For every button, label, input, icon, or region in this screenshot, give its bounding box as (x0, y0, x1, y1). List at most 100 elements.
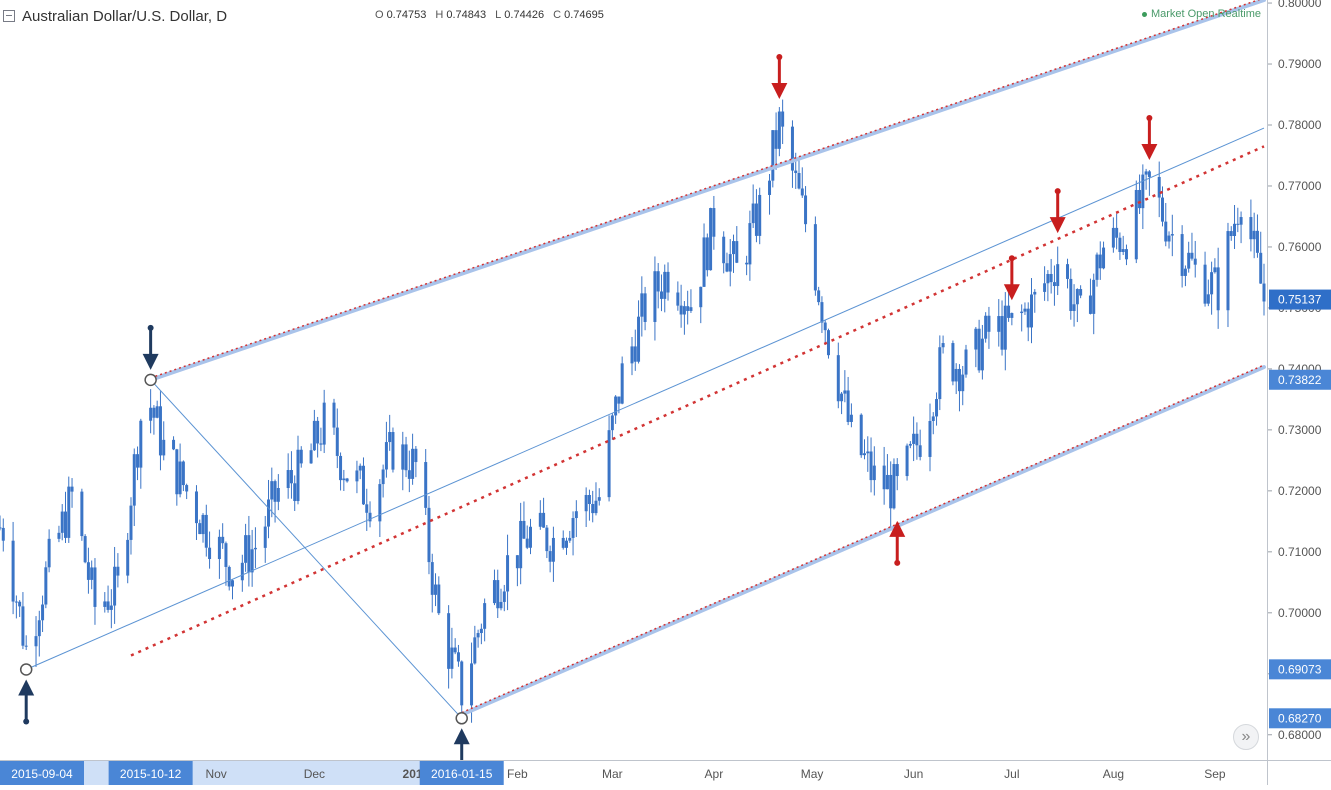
candle-body (1049, 273, 1053, 283)
candle-body (712, 208, 716, 237)
candle-body (1052, 282, 1056, 287)
price-tick-label: 0.70000 (1278, 606, 1322, 620)
candle-body (335, 427, 339, 456)
candle-body (594, 500, 598, 514)
candle-body (11, 540, 15, 602)
time-tick-label: May (801, 767, 824, 781)
candle-body (286, 470, 290, 489)
price-tick-label: 0.71000 (1278, 545, 1322, 559)
candle-body (1118, 237, 1122, 252)
candle-body (797, 173, 801, 189)
candle-body (794, 170, 798, 174)
candle-body (725, 263, 729, 272)
candle-body (319, 443, 323, 445)
candle-body (1190, 252, 1194, 259)
candle-body (551, 537, 555, 562)
candle-body (1111, 227, 1115, 248)
red-down-arrow-icon (1141, 114, 1158, 160)
candle-body (139, 420, 143, 468)
time-axis[interactable]: Nov Dec 2016 Feb Mar Apr May Jun Jul Aug Sep 2015-0… (0, 760, 1267, 785)
upper-channel (148, 0, 1266, 382)
candle-body (1092, 279, 1096, 314)
candle-body (1160, 197, 1164, 222)
candle-body (34, 636, 38, 647)
candle-body (882, 465, 886, 490)
candle-body (656, 271, 660, 292)
candle-body (289, 470, 293, 484)
last-price-badge (1269, 289, 1331, 310)
time-tick-label: Mar (602, 767, 623, 781)
candle-body (450, 647, 454, 669)
candle-body (751, 203, 755, 224)
market-status-text: Market Open Realtime (1150, 8, 1261, 20)
price-axis-labels: 0.800000.790000.780000.770000.760000.750… (1268, 0, 1331, 742)
candle-body (106, 601, 110, 610)
open-value: 0.74753 (386, 9, 427, 21)
candle-body (1229, 231, 1233, 237)
candle-body (519, 520, 523, 569)
candle-body (162, 439, 166, 456)
candle-body (224, 543, 228, 567)
candle-body (178, 461, 182, 495)
candle-body (267, 499, 271, 527)
candle-body (460, 661, 464, 706)
candle-body (735, 241, 739, 263)
candle-body (1069, 278, 1073, 311)
candle-body (1233, 223, 1237, 237)
candle-body (686, 306, 690, 311)
market-open-dot-icon (1141, 11, 1147, 17)
candle-body (823, 322, 827, 331)
open-label: O (375, 9, 384, 21)
candle-body (381, 469, 385, 485)
candle-body (492, 580, 496, 604)
price-badge (1269, 369, 1331, 390)
candle-body (813, 224, 817, 291)
candle-body (1216, 267, 1220, 311)
candle-body (846, 390, 850, 422)
candle-body (682, 306, 686, 315)
low-value: 0.74426 (504, 9, 545, 21)
candle-body (221, 536, 225, 544)
price-badge (1269, 659, 1331, 680)
time-range-highlight (150, 761, 462, 785)
candle-body (584, 495, 588, 512)
candle-body (912, 433, 916, 444)
candle-body (388, 432, 392, 443)
price-axis[interactable]: 0.800000.790000.780000.770000.760000.750… (1267, 0, 1331, 760)
candle-body (506, 555, 510, 592)
candle-body (44, 567, 48, 605)
dark-up-arrow-icon (18, 679, 35, 725)
candle-body (709, 208, 713, 271)
candle-body (918, 445, 922, 457)
candle-body (401, 444, 405, 470)
double-chevron-right-icon[interactable]: » (1233, 724, 1259, 750)
candle-body (964, 349, 968, 375)
candle-body (155, 406, 159, 418)
candle-body (528, 526, 532, 548)
candle-body (194, 491, 198, 524)
candle-body (296, 449, 300, 502)
candle-body (250, 549, 254, 573)
candle-body (1157, 176, 1161, 198)
candle-body (840, 393, 844, 402)
candle-body (86, 562, 90, 580)
candle-body (427, 507, 431, 563)
price-badge-label: 0.68270 (1278, 711, 1322, 725)
candle-body (90, 567, 94, 580)
red-down-arrow-icon (1049, 188, 1066, 234)
candle-body (630, 346, 634, 364)
symbol-title[interactable]: Australian Dollar/U.S. Dollar, D (22, 7, 228, 25)
candle-body (345, 478, 349, 482)
candle-body (885, 474, 889, 490)
candle-body (568, 537, 572, 541)
price-tick-label: 0.80000 (1278, 0, 1322, 10)
candle-body (411, 448, 415, 479)
candle-body (565, 540, 569, 548)
candle-body (1, 527, 5, 541)
candle-body (866, 451, 870, 454)
candle-body (63, 511, 67, 538)
time-tick-label: Apr (705, 767, 724, 781)
collapse-legend-icon[interactable] (3, 10, 15, 22)
candle-body (312, 420, 316, 451)
